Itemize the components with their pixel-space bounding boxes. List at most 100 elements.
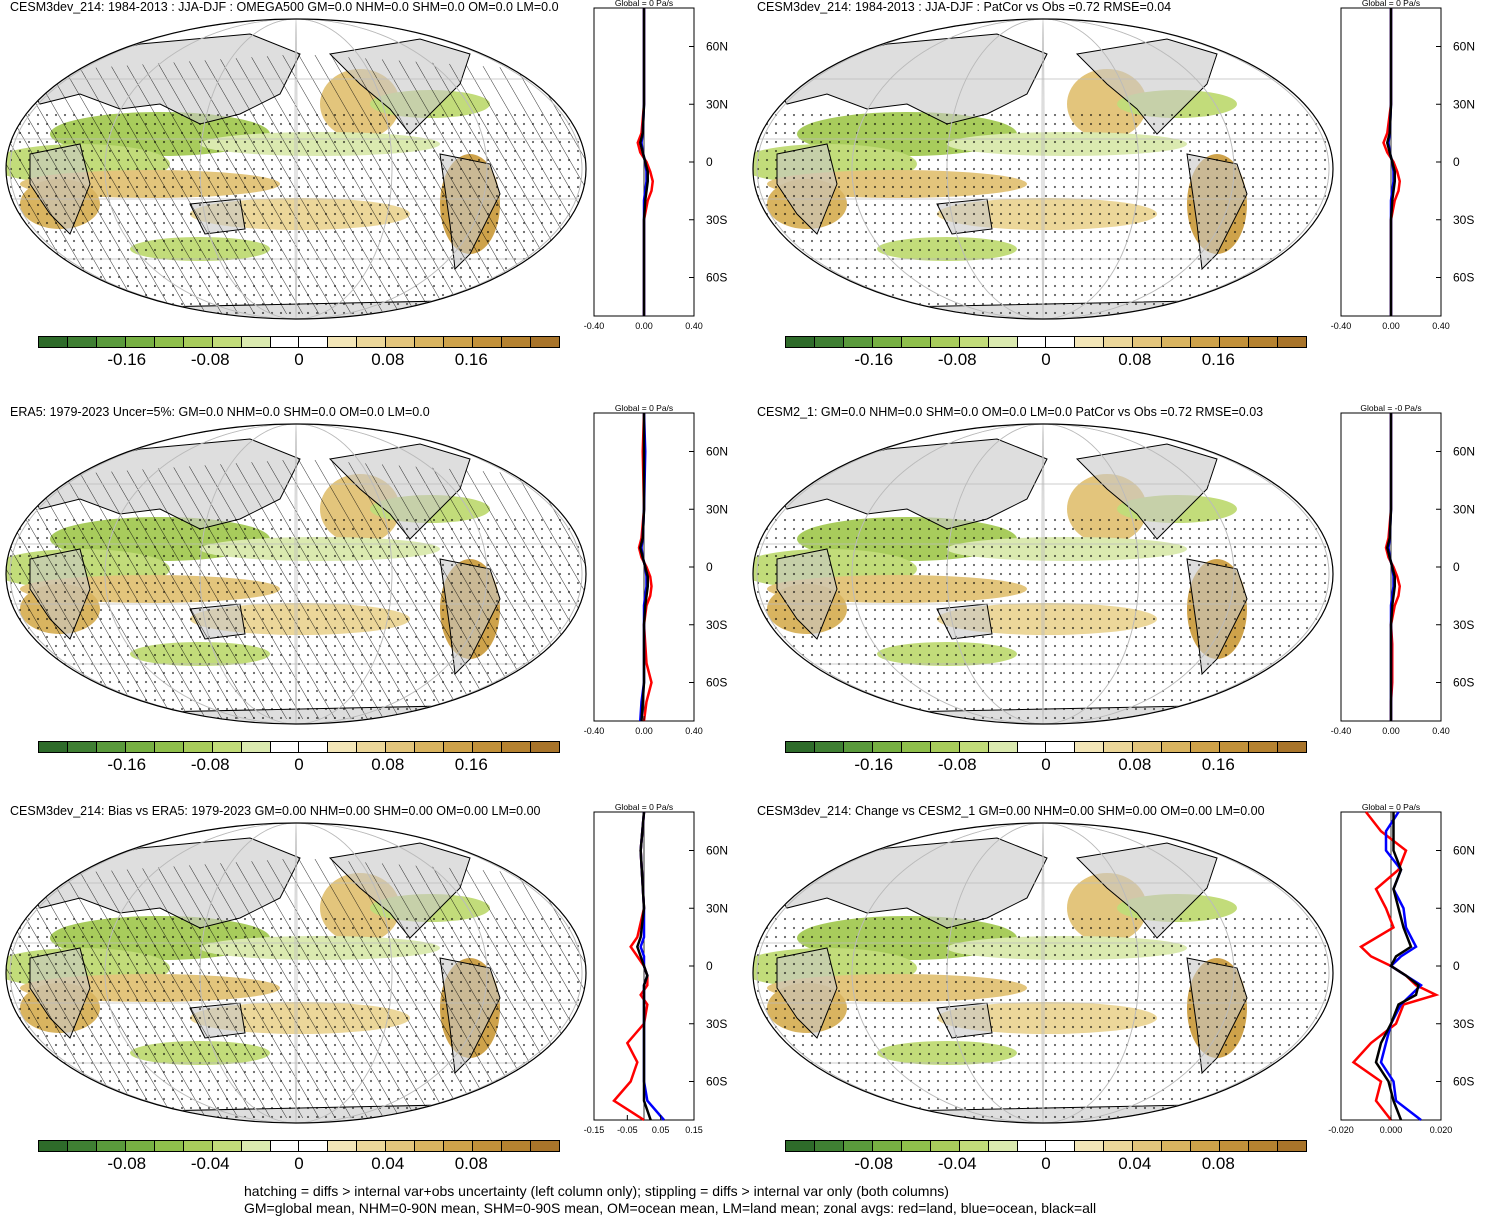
colorbar-tick-label: 0.16 xyxy=(1201,755,1235,774)
colorbar-tick-label: 0 xyxy=(1041,1154,1051,1173)
colorbar-swatch xyxy=(1104,1141,1134,1151)
colorbar-swatch xyxy=(1277,337,1306,347)
zonal-global-label: Global = -0 Pa/s xyxy=(1360,403,1422,413)
colorbar-tick-label: 0.08 xyxy=(1118,350,1152,369)
zonal-y-tick: 0 xyxy=(706,155,713,169)
colorbar-ticks: -0.16 -0.08 0 0.08 0.16 xyxy=(38,755,560,779)
colorbar-swatch xyxy=(357,1141,387,1151)
colorbar-swatch xyxy=(872,337,902,347)
colorbar-swatch xyxy=(270,337,300,347)
colorbar-swatch xyxy=(843,742,873,752)
zonal-x-tick: 0.40 xyxy=(685,321,703,331)
colorbar-tick-label: -0.16 xyxy=(854,755,894,774)
stippling xyxy=(753,519,1333,719)
colorbar-tick-label: 0.08 xyxy=(454,1154,488,1173)
colorbar-swatch xyxy=(154,1141,184,1151)
zonal-y-tick: 0 xyxy=(706,959,713,973)
colorbar-swatch xyxy=(530,742,559,752)
zonal-y-tick: 60N xyxy=(706,844,728,858)
colorbar-swatch xyxy=(786,337,815,347)
zonal-line-all xyxy=(636,811,652,1121)
panel-title: ERA5: 1979-2023 Uncer=5%: GM=0.0 NHM=0.0… xyxy=(10,405,430,419)
colorbar-swatch xyxy=(67,742,97,752)
colorbar-swatch xyxy=(1133,742,1163,752)
colorbar-swatch xyxy=(872,742,902,752)
zonal-y-tick: 60N xyxy=(1453,445,1475,459)
colorbar-swatch xyxy=(183,742,213,752)
zonal-line-all xyxy=(1385,413,1396,721)
zonal-line-all xyxy=(638,8,649,316)
colorbar-swatch xyxy=(328,1141,358,1151)
zonal-y-tick: 60S xyxy=(1453,1075,1474,1089)
colorbar-swatch xyxy=(1220,337,1249,347)
colorbar-swatch xyxy=(1191,1141,1221,1151)
colorbar-tick-label: 0.08 xyxy=(1118,755,1152,774)
stippling xyxy=(6,114,586,314)
panel-title: CESM2_1: GM=0.0 NHM=0.0 SHM=0.0 OM=0.0 L… xyxy=(757,405,1264,419)
panel-p3: ERA5: 1979-2023 Uncer=5%: GM=0.0 NHM=0.0… xyxy=(0,403,743,808)
colorbar-swatch xyxy=(299,337,329,347)
colorbar-swatch xyxy=(1017,337,1047,347)
colorbar-swatch xyxy=(39,742,68,752)
colorbar-swatch xyxy=(357,742,387,752)
colorbar-swatch xyxy=(786,1141,815,1151)
colorbar-swatch xyxy=(959,337,989,347)
zonal-y-tick: 30S xyxy=(1453,1017,1474,1031)
zonal-x-tick: 0.000 xyxy=(1380,1125,1403,1135)
colorbar-swatch xyxy=(872,1141,902,1151)
colorbar-tick-label: -0.16 xyxy=(854,350,894,369)
robinson-map xyxy=(5,423,587,725)
colorbar-swatch xyxy=(988,742,1018,752)
colorbar-swatch xyxy=(415,1141,445,1151)
zonal-y-tick: 60N xyxy=(706,40,728,54)
zonal-y-tick: 30S xyxy=(706,213,727,227)
zonal-x-tick: -0.40 xyxy=(584,726,605,736)
colorbar-swatch xyxy=(299,1141,329,1151)
colorbar-tick-label: -0.04 xyxy=(937,1154,977,1173)
robinson-map xyxy=(5,18,587,320)
zonal-y-tick: 30N xyxy=(706,502,728,516)
colorbar-swatch xyxy=(125,742,155,752)
colorbar-swatch xyxy=(1277,1141,1306,1151)
zonal-y-tick: 30S xyxy=(706,618,727,632)
colorbar-swatch xyxy=(1191,742,1221,752)
colorbar-tick-label: -0.16 xyxy=(107,350,147,369)
colorbar xyxy=(785,1140,1307,1152)
zonal-y-tick: 60S xyxy=(706,676,727,690)
zonal-y-tick: 30N xyxy=(1453,502,1475,516)
colorbar-tick-label: 0.08 xyxy=(371,350,405,369)
colorbar-swatch xyxy=(328,337,358,347)
panel-title: CESM3dev_214: Bias vs ERA5: 1979-2023 GM… xyxy=(10,804,541,818)
colorbar-ticks: -0.16 -0.08 0 0.08 0.16 xyxy=(785,350,1307,374)
colorbar-swatch xyxy=(530,337,559,347)
zonal-x-tick: 0.00 xyxy=(1382,321,1400,331)
colorbar-swatch xyxy=(444,1141,474,1151)
colorbar-swatch xyxy=(1249,1141,1278,1151)
robinson-map xyxy=(752,423,1334,725)
zonal-x-tick: -0.020 xyxy=(1328,1125,1354,1135)
colorbar-swatch xyxy=(39,337,68,347)
stippling xyxy=(6,519,586,719)
colorbar-swatch xyxy=(1075,1141,1105,1151)
zonal-y-tick: 30N xyxy=(706,97,728,111)
panel-title: CESM3dev_214: Change vs CESM2_1 GM=0.00 … xyxy=(757,804,1265,818)
colorbar-swatch xyxy=(1220,742,1249,752)
colorbar-swatch xyxy=(241,337,271,347)
colorbar-swatch xyxy=(1133,337,1163,347)
colorbar-swatch xyxy=(959,742,989,752)
colorbar-swatch xyxy=(1104,742,1134,752)
colorbar-swatch xyxy=(96,742,126,752)
zonal-x-tick: -0.40 xyxy=(1331,726,1352,736)
colorbar-tick-label: -0.08 xyxy=(937,350,977,369)
colorbar xyxy=(785,741,1307,753)
colorbar-swatch xyxy=(473,742,502,752)
zonal-y-tick: 0 xyxy=(1453,155,1460,169)
stippling xyxy=(6,918,586,1118)
zonal-x-tick: 0.40 xyxy=(1432,726,1450,736)
colorbar-swatch xyxy=(183,1141,213,1151)
colorbar-swatch xyxy=(96,1141,126,1151)
zonal-mean-plot: 60N 30N 0 30S 60S -0.020 0.000 0.020 xyxy=(1328,811,1475,1135)
colorbar-swatch xyxy=(901,742,931,752)
zonal-x-tick: 0.05 xyxy=(652,1125,670,1135)
colorbar-swatch xyxy=(930,1141,960,1151)
